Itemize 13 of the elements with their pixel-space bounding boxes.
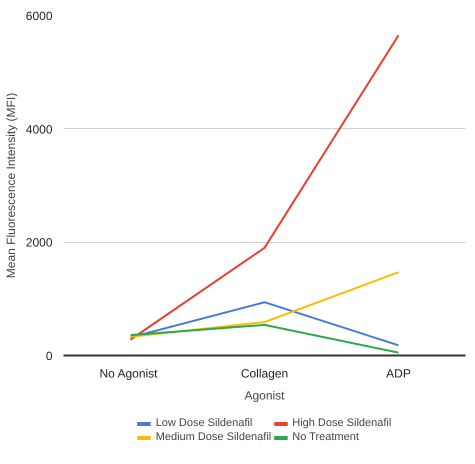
legend-label: Medium Dose Sildenafil xyxy=(156,431,272,443)
y-tick-label: 4000 xyxy=(26,122,53,136)
x-axis-title: Agonist xyxy=(244,388,286,402)
y-tick-label: 6000 xyxy=(26,9,53,23)
x-tick-label: Collagen xyxy=(240,366,288,380)
legend-label: Low Dose Sildenafil xyxy=(156,417,252,429)
legend-label: High Dose Sildenafil xyxy=(292,417,392,429)
y-tick-label: 0 xyxy=(46,349,53,363)
x-tick-label: No Agonist xyxy=(99,366,158,380)
y-tick-label: 2000 xyxy=(26,236,53,250)
x-tick-label: ADP xyxy=(386,366,411,380)
legend-label: No Treatment xyxy=(292,431,359,443)
y-axis-title: Mean Fluorescence Intensity (MFI) xyxy=(4,92,18,278)
